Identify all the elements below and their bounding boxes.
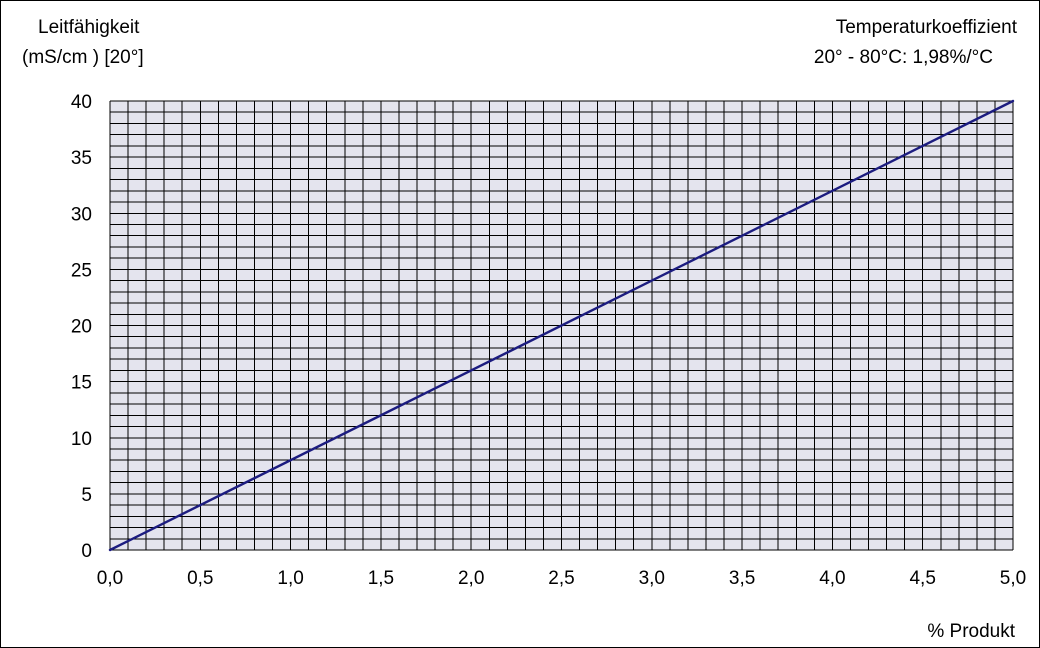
temperature-coefficient-label: Temperaturkoeffizient <box>836 17 1018 38</box>
y-tick-label: 0 <box>81 541 92 562</box>
x-tick-label: 1,5 <box>368 568 394 589</box>
grid <box>109 100 1014 551</box>
x-tick-label: 0,5 <box>187 568 213 589</box>
x-tick-label: 1,0 <box>277 568 303 589</box>
y-tick-label: 40 <box>71 92 92 113</box>
x-tick-label: 0,0 <box>97 568 123 589</box>
x-tick-label: 2,5 <box>548 568 574 589</box>
x-axis-label: % Produkt <box>927 621 1015 642</box>
y-tick-labels: 0 5 10 15 20 25 30 35 40 <box>71 92 92 562</box>
y-tick-label: 30 <box>71 204 92 225</box>
y-tick-label: 25 <box>71 260 92 281</box>
y-axis-label-line2: (mS/cm ) [20°] <box>22 47 144 68</box>
x-tick-labels: 0,0 0,5 1,0 1,5 2,0 2,5 3,0 3,5 4,0 4,5 5,0 <box>97 568 1026 589</box>
y-tick-label: 10 <box>71 429 92 450</box>
y-tick-label: 15 <box>71 373 92 394</box>
x-tick-label: 4,5 <box>909 568 935 589</box>
x-tick-label: 2,0 <box>458 568 484 589</box>
series-group <box>108 99 1015 552</box>
y-tick-label: 35 <box>71 148 92 169</box>
x-tick-label: 3,0 <box>639 568 665 589</box>
y-tick-label: 20 <box>71 317 92 338</box>
temperature-coefficient-value: 20° - 80°C: 1,98%/°C <box>814 47 993 68</box>
y-tick-label: 5 <box>81 485 92 506</box>
x-tick-label: 4,0 <box>819 568 845 589</box>
x-tick-label: 5,0 <box>1000 568 1026 589</box>
y-axis-label-line1: Leitfähigkeit <box>38 17 140 38</box>
series-line <box>108 99 1015 552</box>
x-tick-label: 3,5 <box>729 568 755 589</box>
